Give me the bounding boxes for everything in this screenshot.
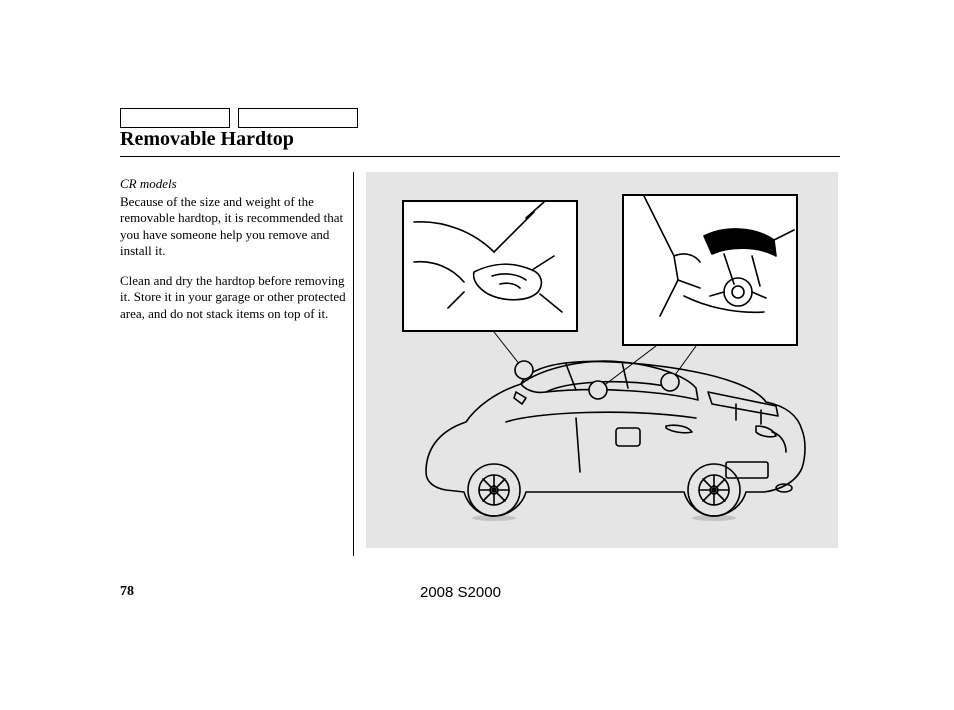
vehicle-model-year: 2008 S2000 <box>420 584 501 601</box>
content-row: CR models Because of the size and weight… <box>120 172 840 556</box>
title-rule <box>120 156 840 157</box>
subheading: CR models <box>120 176 347 192</box>
hardtop-diagram <box>366 172 838 548</box>
top-tabs <box>120 108 358 128</box>
paragraph-2: Clean and dry the hardtop before removin… <box>120 273 347 322</box>
tab-box-1 <box>120 108 230 128</box>
page-footer: 78 2008 S2000 <box>120 582 840 600</box>
inset1-svg <box>404 202 576 330</box>
inset-front-latch <box>402 200 578 332</box>
tab-box-2 <box>238 108 358 128</box>
figure-column <box>354 172 840 556</box>
page-title: Removable Hardtop <box>120 128 294 151</box>
inset2-svg <box>624 196 796 344</box>
page-number: 78 <box>120 584 134 599</box>
manual-page: Removable Hardtop CR models Because of t… <box>0 0 954 710</box>
paragraph-1: Because of the size and weight of the re… <box>120 194 347 259</box>
inset-rear-latch <box>622 194 798 346</box>
text-column: CR models Because of the size and weight… <box>120 172 354 556</box>
